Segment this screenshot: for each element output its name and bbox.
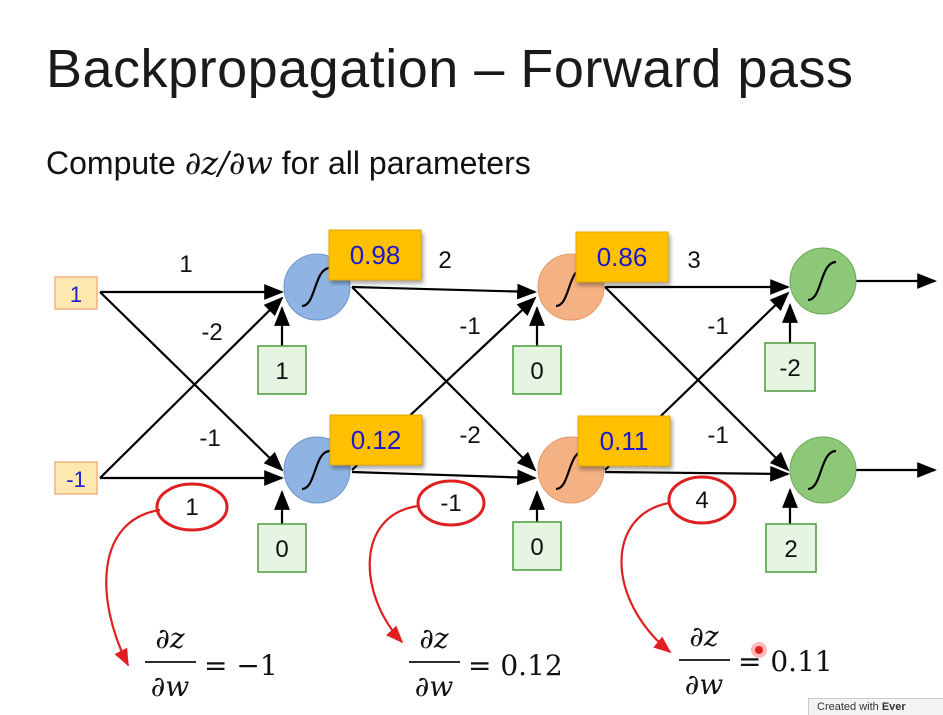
weight-w6: -1 (459, 313, 480, 340)
bias-l2-2-value: 0 (530, 534, 543, 561)
weight-w2: -2 (201, 319, 222, 346)
output-l1-1: 0.98 (328, 229, 422, 281)
circled-value-2-text: -1 (440, 490, 461, 517)
weight-w1: 1 (179, 251, 192, 278)
circled-values: 1 -1 4 (155, 475, 737, 532)
output-boxes: 0.98 0.12 0.86 0.11 (328, 229, 671, 467)
slide-title: Backpropagation – Forward pass (46, 39, 854, 99)
derivative-1-num: ∂z (155, 622, 184, 655)
edge-n11-n22 (351, 286, 537, 472)
bias-l2-1-value: 0 (530, 358, 543, 385)
layer1-edges (99, 284, 290, 524)
red-arrows (105, 501, 672, 667)
weight-w9: 3 (687, 247, 700, 274)
circled-value-2: -1 (416, 479, 486, 527)
derivative-3: ∂z ∂w = 0.11 (679, 620, 833, 701)
weight-w3: -1 (199, 425, 220, 452)
bias-l1-1-value: 1 (275, 358, 288, 385)
derivative-2-num: ∂z (419, 622, 448, 655)
badge-prefix: Created with (817, 701, 882, 713)
input-x2: -1 (54, 461, 98, 495)
edge-n11-n21 (351, 283, 537, 300)
weight-w10: -1 (707, 313, 728, 340)
edge-x2-n11 (99, 296, 284, 479)
bias-l2-2: 0 (512, 521, 562, 571)
circled-value-1: 1 (155, 482, 229, 532)
output-l2-2: 0.11 (577, 415, 671, 467)
output-l2-1: 0.86 (575, 231, 669, 283)
bias-l3-2: 2 (765, 523, 817, 573)
derivative-3-num: ∂z (689, 620, 718, 653)
edge-n22-n32 (604, 465, 790, 482)
weight-w5: 2 (438, 247, 451, 274)
derivative-1: ∂z ∂w = −1 (145, 622, 278, 703)
input-x1: 1 (54, 276, 98, 310)
bias-l3-1-value: -2 (779, 355, 800, 382)
red-arrow-3 (620, 501, 672, 654)
slide-subtitle: Compute ∂z/∂w for all parameters (46, 144, 531, 182)
circled-value-3-text: 4 (695, 487, 708, 514)
circled-value-1-text: 1 (185, 494, 198, 521)
neuron-l3-1 (789, 247, 857, 315)
derivative-1-den: ∂w (151, 670, 189, 703)
derivative-1-eq: = −1 (204, 649, 278, 682)
circled-value-3: 4 (667, 475, 737, 525)
edge-x1-n12 (99, 291, 284, 472)
weight-w7: -2 (459, 422, 480, 449)
bias-boxes: 1 0 0 0 -2 2 (257, 342, 817, 573)
red-arrow-1 (105, 508, 161, 667)
output-l1-2: 0.12 (329, 414, 423, 466)
laser-pointer-icon (751, 642, 767, 658)
derivative-3-den: ∂w (685, 668, 723, 701)
bias-l2-1: 0 (512, 345, 562, 395)
output-l1-1-value: 0.98 (350, 240, 401, 270)
sigmoid-icon (301, 449, 331, 491)
edge-n12-n22 (351, 469, 537, 486)
sigmoid-icon (807, 260, 837, 302)
subtitle-suffix: for all parameters (272, 145, 531, 181)
output-l1-2-value: 0.12 (351, 425, 402, 455)
input-x2-value: -1 (66, 467, 86, 492)
bias-l3-2-value: 2 (784, 536, 797, 563)
sigmoid-icon (807, 449, 837, 491)
bias-l3-1: -2 (764, 342, 816, 392)
subtitle-prefix: Compute (46, 145, 185, 181)
output-l2-2-value: 0.11 (600, 426, 649, 456)
input-x1-value: 1 (70, 282, 82, 307)
red-arrow-2 (368, 504, 419, 644)
layer3-edges (604, 273, 937, 524)
layer2-edges (351, 283, 545, 522)
derivative-2-eq: = 0.12 (468, 649, 563, 682)
created-with-badge: Created with Ever (808, 698, 943, 715)
subtitle-math: ∂z/∂w (184, 144, 273, 182)
badge-brand: Ever (881, 701, 906, 713)
weight-labels: 1 -2 -1 2 -1 -2 3 -1 -1 (179, 247, 728, 452)
output-l2-1-value: 0.86 (597, 242, 648, 272)
neuron-l3-2 (789, 436, 857, 504)
bias-l1-2: 0 (257, 523, 307, 573)
derivative-2-den: ∂w (415, 670, 453, 703)
sigmoid-icon (301, 266, 331, 308)
weight-w11: -1 (707, 422, 728, 449)
bias-l1-1: 1 (257, 345, 307, 395)
bias-l1-2-value: 0 (275, 536, 288, 563)
derivative-2: ∂z ∂w = 0.12 (409, 622, 563, 703)
edge-n21-n32 (604, 286, 790, 472)
